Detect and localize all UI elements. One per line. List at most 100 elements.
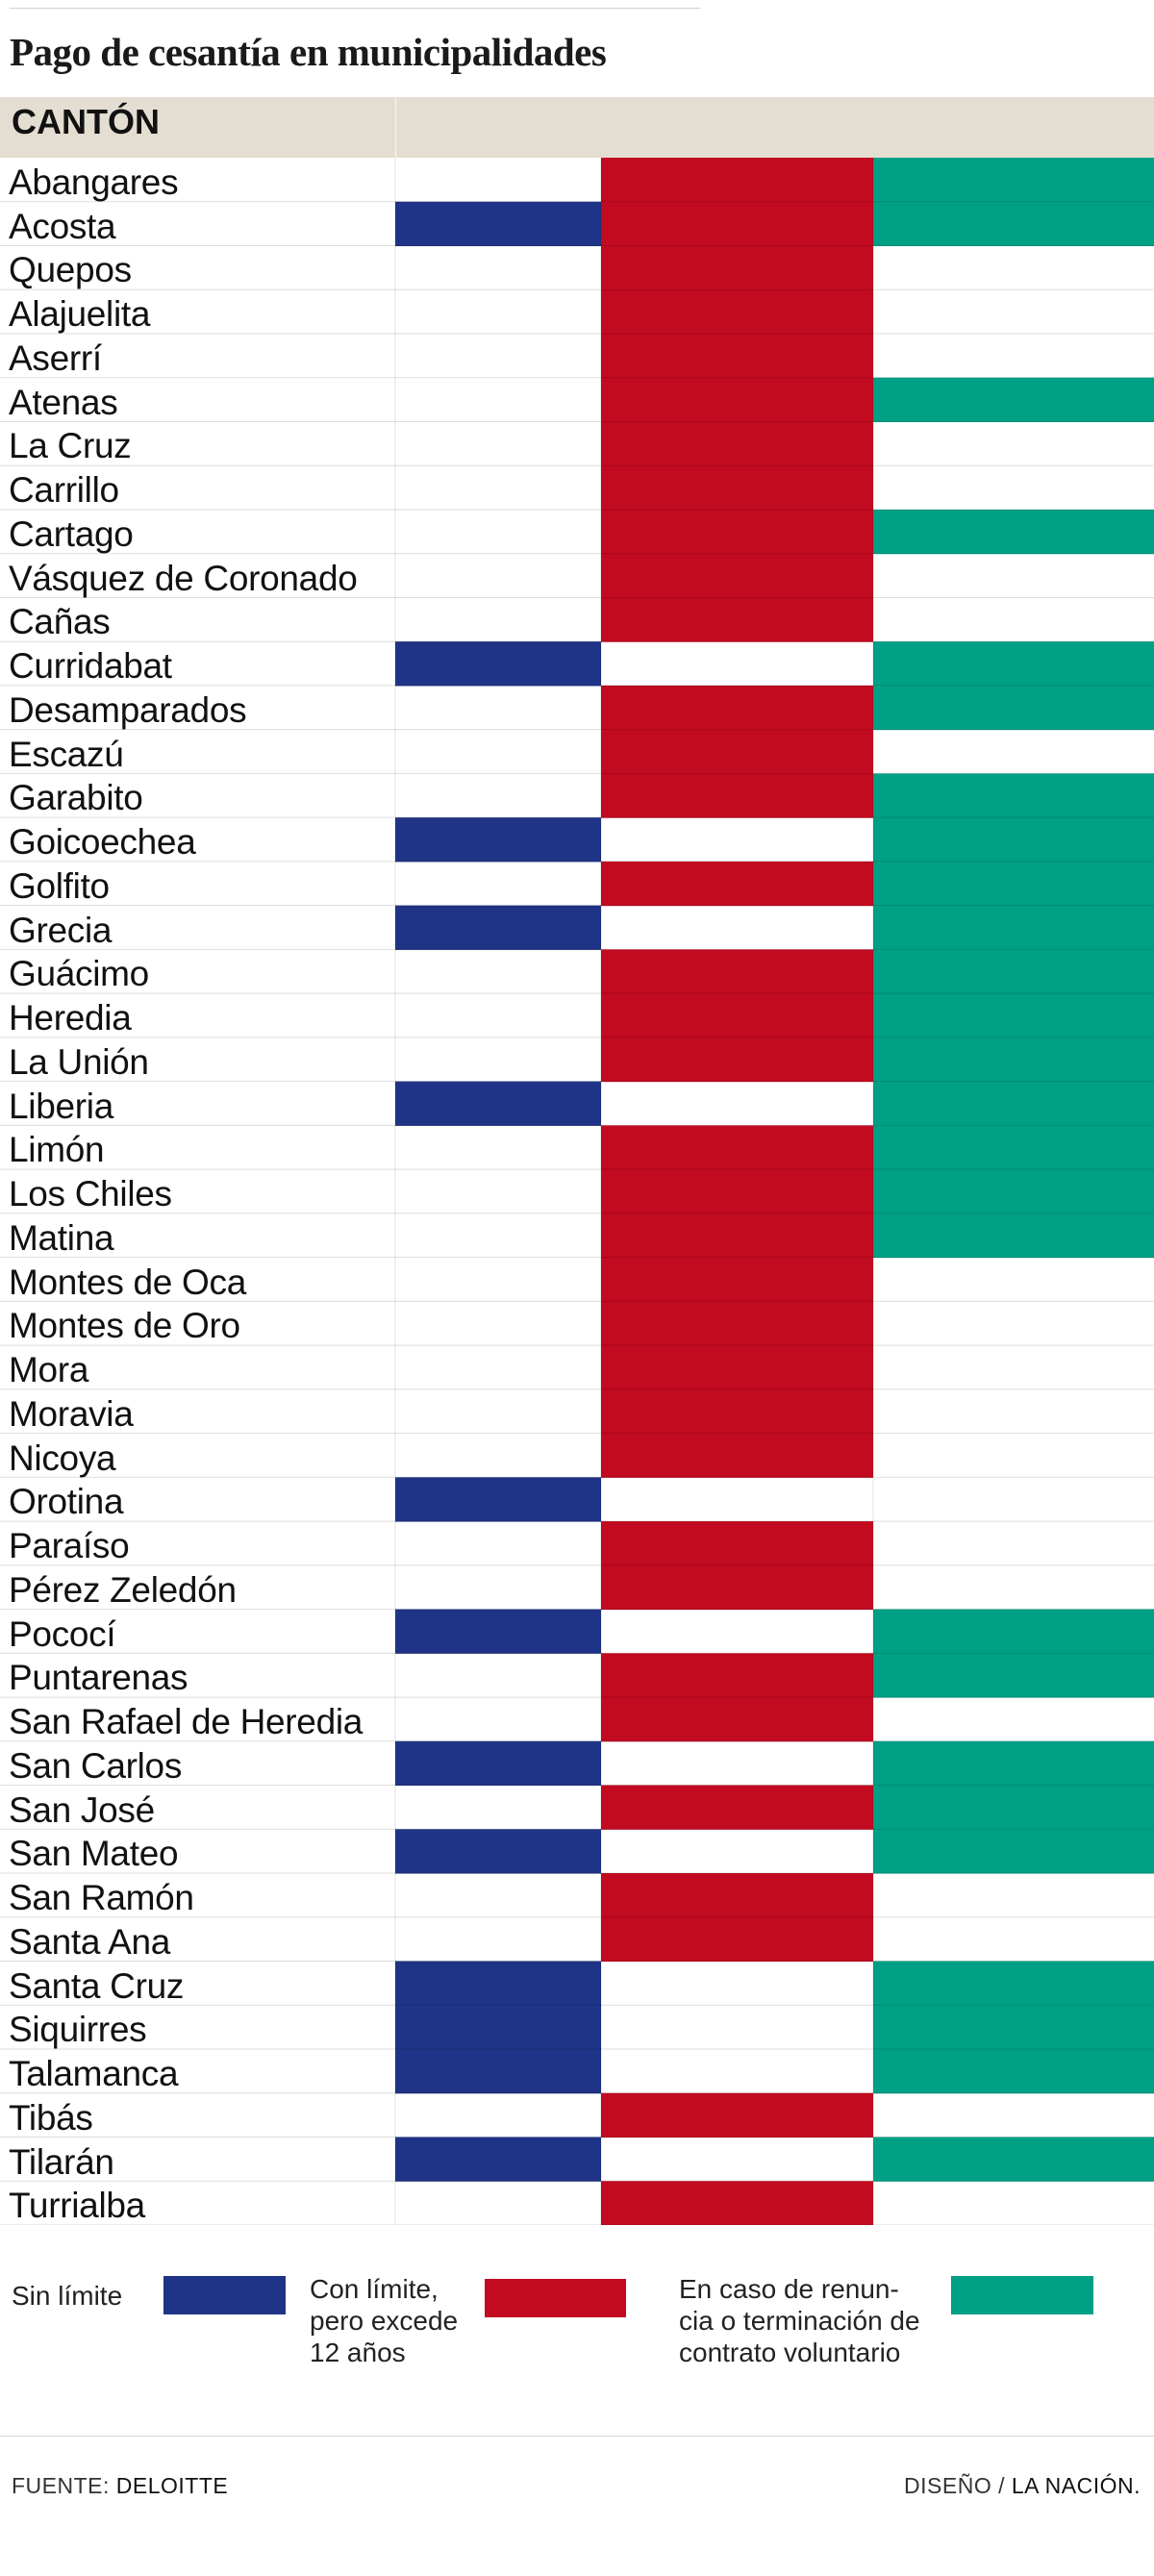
cell-sin-limite: [395, 1477, 601, 1522]
cell-renuncia: [873, 2049, 1154, 2094]
canton-label: Santa Cruz: [9, 1965, 185, 2006]
cell-renuncia: [873, 1609, 1154, 1654]
cell-renuncia: [873, 1785, 1154, 1830]
canton-label: Curridabat: [9, 646, 172, 687]
canton-label: Talamanca: [9, 2054, 179, 2094]
legend-swatch-red: [485, 2279, 626, 2317]
chart-title: Pago de cesantía en municipalidades: [10, 30, 607, 74]
cell-renuncia: [873, 201, 1154, 246]
table-grid: [0, 158, 1154, 2225]
cell-renuncia: [873, 817, 1154, 863]
canton-label: Liberia: [9, 1086, 113, 1126]
canton-label: San Ramón: [9, 1878, 194, 1918]
canton-column-header: CANTÓN: [12, 102, 160, 141]
cell-renuncia: [873, 993, 1154, 1038]
cell-sin-limite: [395, 1081, 601, 1126]
cell-renuncia: [873, 861, 1154, 907]
cell-con-limite: [601, 333, 873, 379]
canton-label: Pérez Zeledón: [9, 1569, 237, 1610]
canton-label: Santa Ana: [9, 1921, 171, 1962]
cell-renuncia: [873, 1213, 1154, 1259]
canton-label: Tilarán: [9, 2141, 114, 2182]
canton-label: Escazú: [9, 734, 124, 774]
table-header: CANTÓN: [0, 97, 1154, 158]
header-separator: [395, 97, 396, 158]
canton-label: Orotina: [9, 1482, 124, 1522]
cell-con-limite: [601, 158, 873, 203]
canton-label: Cartago: [9, 513, 134, 554]
cell-con-limite: [601, 2181, 873, 2225]
cell-renuncia: [873, 158, 1154, 203]
cell-renuncia: [873, 1961, 1154, 2006]
cell-renuncia: [873, 1740, 1154, 1787]
legend-swatch-blue: [163, 2276, 286, 2314]
canton-label: Heredia: [9, 998, 132, 1038]
canton-label: San Carlos: [9, 1745, 183, 1786]
cell-renuncia: [873, 2005, 1154, 2050]
canton-label: Guácimo: [9, 954, 149, 994]
cell-renuncia: [873, 1829, 1154, 1874]
cell-con-limite: [601, 729, 873, 774]
cell-con-limite: [601, 201, 873, 246]
cell-con-limite: [601, 1169, 873, 1214]
canton-label: Paraíso: [9, 1526, 130, 1566]
cell-con-limite: [601, 1433, 873, 1478]
cell-con-limite: [601, 685, 873, 731]
canton-label: Moravia: [9, 1393, 134, 1434]
cell-con-limite: [601, 773, 873, 818]
cell-sin-limite: [395, 1609, 601, 1654]
legend-sin-limite-label: Sin límite: [12, 2281, 123, 2311]
legend-swatch-green: [951, 2276, 1093, 2314]
canton-label: Pococí: [9, 1613, 116, 1654]
cell-con-limite: [601, 289, 873, 335]
cell-con-limite: [601, 509, 873, 555]
canton-label: Abangares: [9, 163, 179, 202]
canton-label: Montes de Oro: [9, 1306, 240, 1346]
canton-label: Montes de Oca: [9, 1262, 247, 1302]
design-name: LA NACIÓN.: [1011, 2473, 1141, 2498]
canton-label: Mora: [9, 1350, 89, 1390]
cell-renuncia: [873, 377, 1154, 422]
canton-label: Aserrí: [9, 338, 102, 378]
cell-con-limite: [601, 1345, 873, 1390]
cell-sin-limite: [395, 1829, 601, 1874]
footer-rule: [0, 2436, 1154, 2437]
cell-con-limite: [601, 1873, 873, 1918]
cell-con-limite: [601, 861, 873, 907]
cell-renuncia: [873, 1653, 1154, 1698]
cell-renuncia: [873, 509, 1154, 555]
cell-sin-limite: [395, 2049, 601, 2094]
footer-source: FUENTE: DELOITTE: [12, 2473, 228, 2499]
cell-con-limite: [601, 597, 873, 642]
cell-con-limite: [601, 1916, 873, 1963]
canton-label: Siquirres: [9, 2010, 147, 2050]
canton-label: Turrialba: [9, 2186, 145, 2226]
cell-renuncia: [873, 641, 1154, 687]
canton-label: Garabito: [9, 778, 143, 818]
canton-label: Puntarenas: [9, 1658, 188, 1698]
cell-renuncia: [873, 1125, 1154, 1170]
cell-con-limite: [601, 245, 873, 290]
cell-con-limite: [601, 2092, 873, 2138]
design-prefix: DISEÑO /: [904, 2473, 1005, 2498]
cell-con-limite: [601, 1257, 873, 1302]
canton-label: Limón: [9, 1130, 105, 1170]
cell-con-limite: [601, 553, 873, 598]
cell-con-limite: [601, 421, 873, 466]
canton-label: Goicoechea: [9, 822, 196, 863]
cell-sin-limite: [395, 641, 601, 687]
cell-sin-limite: [395, 1740, 601, 1787]
source-name: DELOITTE: [115, 2473, 229, 2498]
cell-con-limite: [601, 993, 873, 1038]
canton-label: La Unión: [9, 1041, 149, 1082]
canton-label: Desamparados: [9, 689, 247, 730]
source-prefix: FUENTE:: [12, 2473, 110, 2498]
cell-sin-limite: [395, 1961, 601, 2006]
canton-label: Quepos: [9, 250, 132, 290]
cell-renuncia: [873, 905, 1154, 950]
cesantia-table: Abangares Acosta Quepos Alajuelita Aserrí Ate…: [0, 158, 1154, 2225]
cell-con-limite: [601, 1037, 873, 1083]
canton-label: Carrillo: [9, 470, 119, 511]
cell-con-limite: [601, 1301, 873, 1346]
cell-con-limite: [601, 949, 873, 994]
